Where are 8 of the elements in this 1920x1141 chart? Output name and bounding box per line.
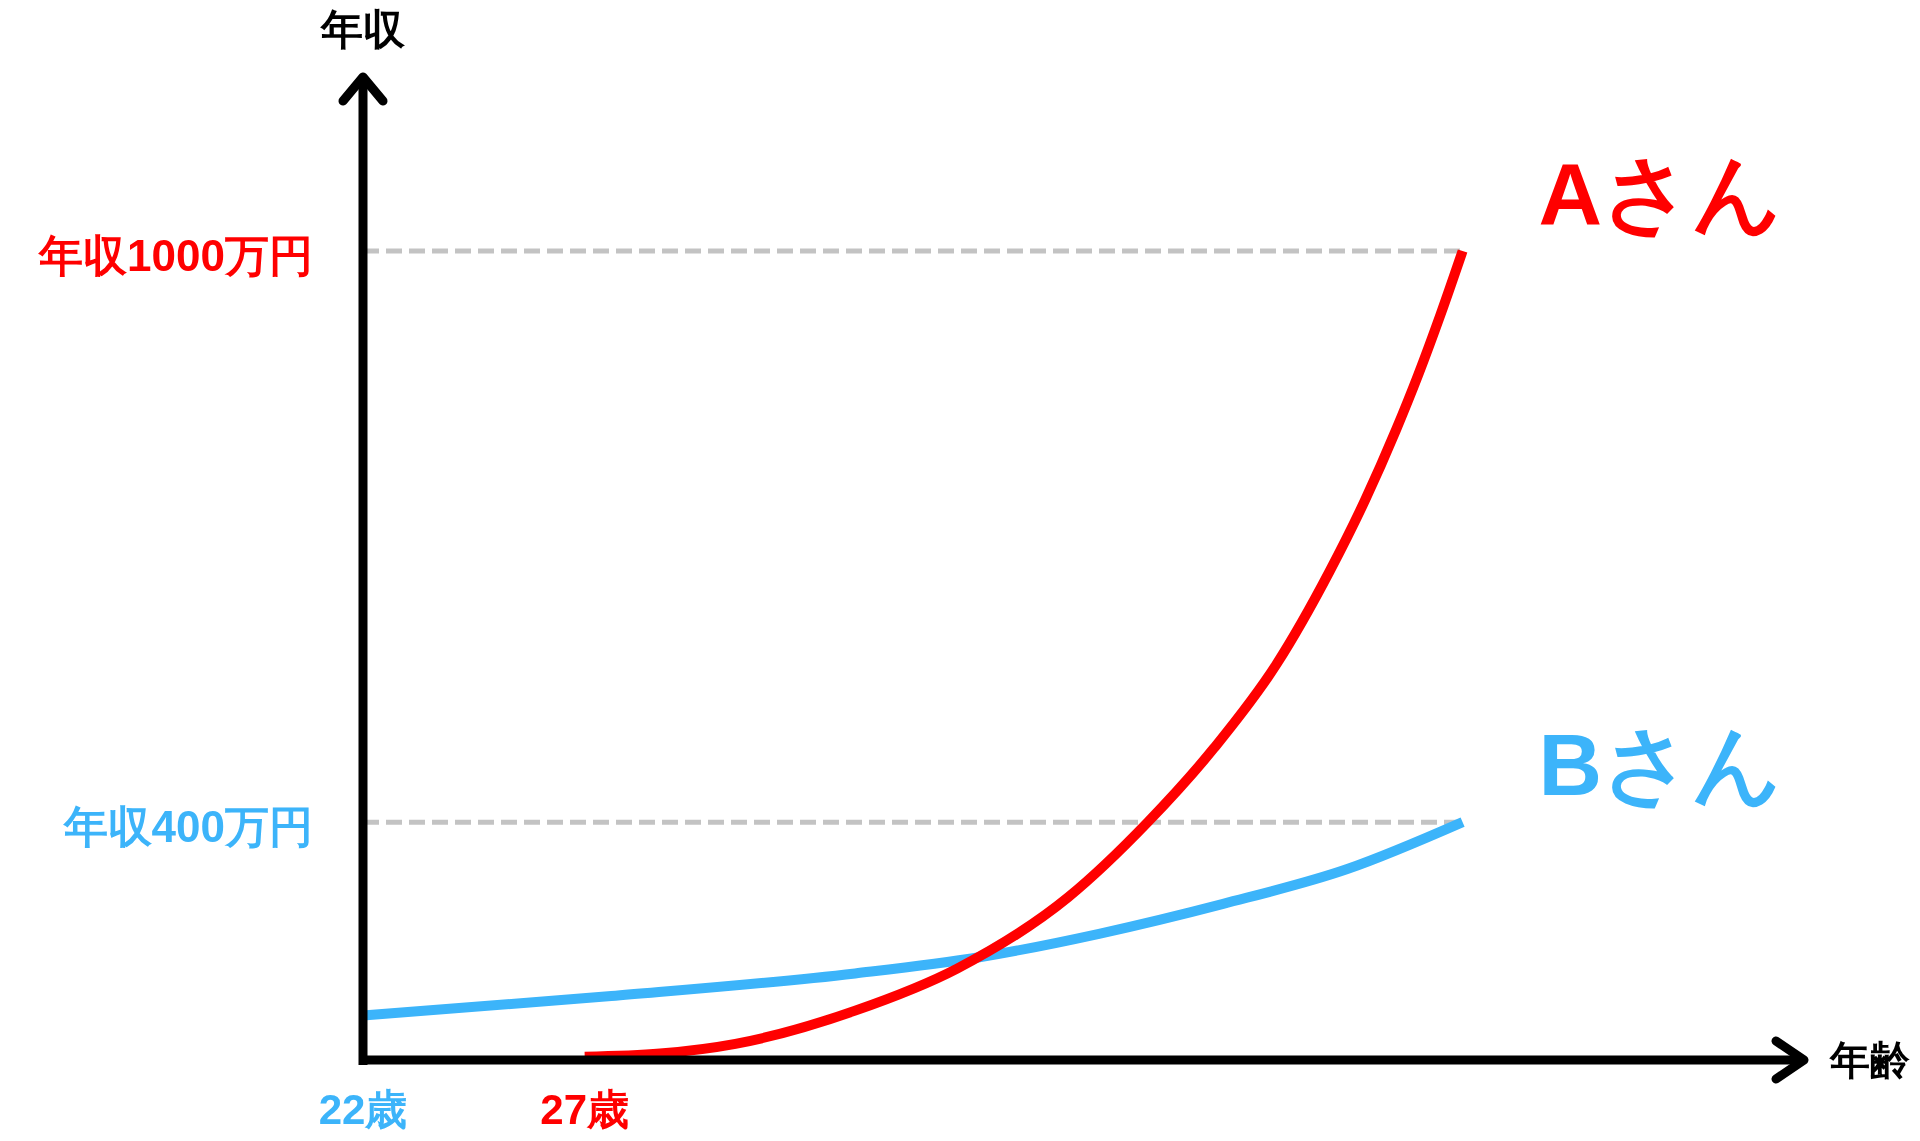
ref-line-label: 年収1000万円: [38, 230, 313, 280]
y-axis-title: 年収: [320, 5, 406, 53]
series-label: Aさん: [1538, 143, 1783, 243]
x-tick-label: 22歳: [318, 1085, 408, 1133]
ref-line-label: 年収400万円: [62, 801, 313, 851]
series-label: Bさん: [1538, 714, 1783, 814]
x-tick-label: 27歳: [540, 1085, 630, 1133]
x-axis-title: 年齢: [1829, 1038, 1910, 1082]
